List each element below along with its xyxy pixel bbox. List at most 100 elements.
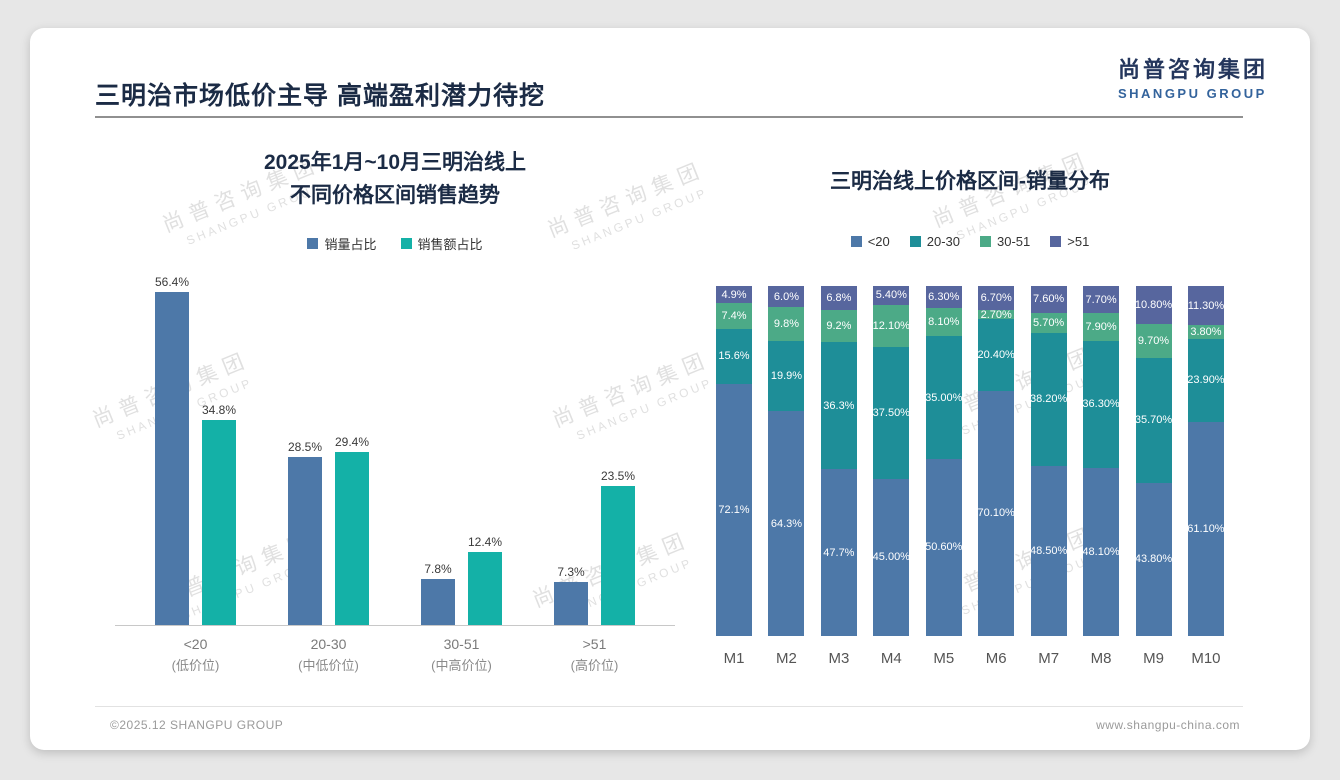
- logo-text-cn: 尚普咨询集团: [1117, 57, 1268, 82]
- bar-segment-label: 6.8%: [826, 291, 852, 304]
- legend-item: 销量占比: [307, 234, 377, 253]
- bar: [421, 579, 455, 625]
- stacked-bar: 4.9% 7.4% 15.6% 72.1%: [716, 286, 752, 636]
- bar: [601, 486, 635, 625]
- bar-segment: 48.10%: [1082, 467, 1120, 636]
- bar-segment-label: 20.40%: [977, 349, 1015, 361]
- bar: [554, 581, 588, 625]
- bar: [288, 456, 322, 625]
- bar-segment: 7.90%: [1083, 313, 1120, 341]
- x-axis-label: M5: [933, 650, 955, 667]
- stacked-bar: 6.70% 2.70% 20.40% 70.10%: [977, 286, 1015, 636]
- bar-segment-label: 9.8%: [773, 318, 799, 331]
- bar-segment-label: 12.10%: [872, 320, 910, 332]
- bar-wrap: 28.5%: [288, 440, 322, 625]
- bar-segment: 47.7%: [820, 469, 857, 636]
- x-axis-label: >51 (高价位): [535, 636, 655, 674]
- legend-item: 20-30: [909, 234, 960, 249]
- left-chart-x-axis: <20 (低价位) 20-30 (中低价位) 30-51 (中高价位) >51 (高价位): [115, 636, 675, 674]
- stacked-bar: 10.80% 9.70% 35.70% 43.80%: [1135, 286, 1172, 636]
- logo-text-en: SHANGPU GROUP: [1117, 86, 1267, 101]
- bar-segment: 23.90%: [1187, 338, 1225, 423]
- footer: ©2025.12 SHANGPU GROUP www.shangpu-china…: [110, 718, 1240, 732]
- x-axis-label-main: >51: [582, 636, 607, 652]
- legend-label: 销售额占比: [417, 237, 483, 252]
- bar-segment-label: 36.30%: [1082, 398, 1120, 411]
- bar-segment-label: 3.80%: [1190, 325, 1222, 338]
- bar-segment: 15.6%: [716, 329, 752, 384]
- x-axis-label-main: 30-51: [443, 636, 480, 652]
- bar-segment: 72.1%: [716, 383, 752, 636]
- bar-segment-label: 36.3%: [823, 399, 855, 412]
- stacked-bar: 6.30% 8.10% 35.00% 50.60%: [925, 286, 962, 636]
- x-axis-label-sub: (低价位): [171, 658, 220, 673]
- stacked-bar: 5.40% 12.10% 37.50% 45.00%: [872, 285, 910, 636]
- bar-segment-label: 15.6%: [718, 350, 750, 363]
- bar-value-label: 23.5%: [600, 469, 636, 484]
- company-logo: 尚普咨询集团 SHANGPU GROUP: [1118, 52, 1268, 101]
- x-axis-label: M3: [828, 650, 850, 667]
- x-axis-label: M1: [723, 650, 745, 667]
- x-axis-label-sub: (中高价位): [431, 658, 492, 673]
- title-divider: [95, 116, 1243, 118]
- bar-segment-label: 9.2%: [826, 319, 852, 332]
- bar-segment-label: 6.70%: [980, 292, 1012, 305]
- bar-segment-label: 7.60%: [1033, 293, 1065, 306]
- bar-wrap: 56.4%: [155, 275, 189, 625]
- bar-segment-label: 7.90%: [1085, 320, 1117, 333]
- bar-segment-label: 11.30%: [1187, 299, 1225, 312]
- bar-segment: 35.00%: [925, 336, 962, 459]
- x-axis-label: 30-51 (中高价位): [402, 636, 522, 674]
- bar-segment: 6.30%: [925, 286, 962, 309]
- legend-label: 销量占比: [324, 237, 377, 252]
- bar-segment-label: 70.10%: [977, 507, 1015, 520]
- bar-segment-label: 45.00%: [872, 551, 910, 564]
- bar-segment: 70.10%: [977, 390, 1015, 636]
- bar-wrap: 7.8%: [421, 562, 455, 625]
- bar-segment: 9.8%: [768, 307, 805, 342]
- legend-swatch: [400, 238, 412, 249]
- stacked-bar: 11.30% 3.80% 23.90% 61.10%: [1187, 285, 1225, 636]
- legend-item: >51: [1050, 234, 1089, 249]
- legend-swatch: [980, 236, 991, 247]
- bar-segment-label: 5.70%: [1033, 316, 1065, 329]
- bar-segment: 5.70%: [1030, 312, 1067, 333]
- bar-segment-label: 5.40%: [875, 289, 907, 302]
- bar-segment: 6.0%: [768, 286, 805, 308]
- bar: [335, 451, 369, 625]
- x-axis-label: 20-30 (中低价位): [269, 636, 389, 674]
- right-chart-x-axis: M1 M2 M3 M4 M5 M6 M7 M8 M9 M10: [710, 650, 1230, 667]
- bar-group: 56.4% 34.8%: [155, 275, 236, 625]
- bar: [155, 292, 189, 625]
- x-axis-label: M6: [985, 650, 1007, 667]
- bar-segment: 36.3%: [820, 342, 857, 469]
- bar-segment-label: 64.3%: [770, 517, 803, 530]
- bar-segment-label: 4.9%: [721, 288, 747, 301]
- slide-card: 尚普咨询集团 SHANGPU GROUP 尚普咨询集团 SHANGPU GROUP 尚普…: [30, 28, 1310, 750]
- bar-segment-label: 2.70%: [980, 308, 1012, 321]
- left-chart-title: 2025年1月~10月三明治线上 不同价格区间销售趋势: [105, 146, 685, 212]
- bar-segment-label: 6.30%: [928, 291, 960, 304]
- x-axis-label: M7: [1038, 650, 1060, 667]
- bar-segment-label: 7.4%: [721, 310, 747, 323]
- bar-segment-label: 48.10%: [1082, 545, 1120, 558]
- legend-swatch: [909, 236, 921, 247]
- bar-segment: 50.60%: [925, 458, 962, 636]
- bar: [202, 419, 236, 625]
- bar-wrap: 34.8%: [202, 403, 236, 625]
- bar-segment: 9.70%: [1135, 323, 1172, 358]
- right-chart-legend: <20 20-30 30-51 >51: [690, 234, 1250, 249]
- page-title: 三明治市场低价主导 高端盈利潜力待挖: [95, 82, 545, 110]
- bar-wrap: 12.4%: [468, 535, 502, 625]
- right-chart-title: 三明治线上价格区间-销量分布: [830, 170, 1110, 193]
- bar-wrap: 23.5%: [601, 469, 635, 625]
- bar-value-label: 7.8%: [424, 562, 452, 576]
- footer-website: www.shangpu-china.com: [1096, 718, 1240, 732]
- x-axis-label-sub: (中低价位): [298, 658, 359, 673]
- bar-segment: 2.70%: [978, 308, 1015, 321]
- left-chart-title-line2: 不同价格区间销售趋势: [290, 184, 500, 207]
- stacked-bar: 7.60% 5.70% 38.20% 48.50%: [1030, 286, 1067, 636]
- bar-value-label: 29.4%: [334, 434, 370, 449]
- bar-segment: 7.70%: [1083, 286, 1120, 314]
- x-axis-label: M2: [776, 650, 797, 667]
